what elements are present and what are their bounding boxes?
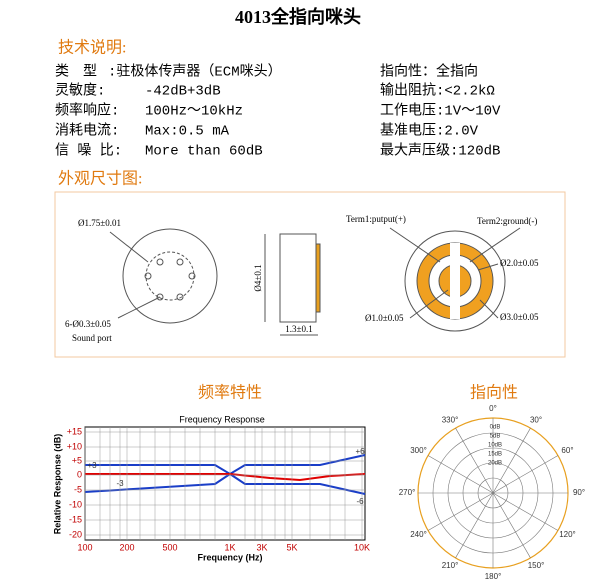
side-view (264, 233, 321, 336)
spec-row: 基准电压:2.0V (380, 122, 479, 140)
y-tick-label: -20 (69, 529, 82, 539)
x-tick-label: 3K (256, 542, 267, 552)
ring-label: 10dB (488, 443, 502, 449)
ring-label: 0dB (490, 425, 501, 431)
spec-heading: 技术说明: (58, 39, 126, 57)
y-tick-label: +5 (72, 455, 82, 465)
spec-row: 输出阻抗:<2.2kΩ (380, 83, 495, 100)
freq-x-label: Frequency (Hz) (197, 552, 262, 562)
spec-value: Max:0.5 mA (145, 124, 230, 140)
y-tick-label: +10 (67, 441, 82, 451)
angle-label: 330° (442, 415, 459, 424)
x-tick-label: 10K (354, 542, 370, 552)
spec-label: 灵敏度: (55, 83, 105, 100)
x-tick-label: 500 (162, 542, 177, 552)
dim-label: Ø4±0.1 (253, 264, 263, 291)
angle-label: 120° (559, 530, 576, 539)
spec-value: More than 60dB (145, 144, 263, 160)
dim-label: Ø3.0±0.05 (500, 312, 539, 322)
freq-heading: 频率特性 (198, 384, 262, 402)
polar-spoke (455, 427, 494, 494)
ring-label: 5dB (490, 434, 501, 440)
spec-label: 类 型 (55, 64, 97, 81)
angle-label: 210° (442, 561, 459, 570)
front-view (109, 228, 218, 324)
x-tick-label: 1K (224, 542, 235, 552)
dim-label: Ø1.0±0.05 (365, 313, 404, 323)
dim-label: 6-Ø0.3±0.05 (65, 319, 111, 329)
y-tick-label: -5 (74, 484, 82, 494)
y-tick-label: -15 (69, 514, 82, 524)
angle-label: 90° (573, 488, 585, 497)
direct-heading: 指向性 (470, 384, 518, 402)
dim-label: Ø2.0±0.05 (500, 258, 539, 268)
annotation: -6 (356, 497, 364, 506)
outline-heading: 外观尺寸图: (58, 170, 142, 188)
spec-label: 消耗电流: (55, 123, 119, 140)
angle-label: 240° (410, 530, 427, 539)
spec-label: 频率响应: (55, 102, 119, 120)
freq-y-label: Relative Response (dB) (52, 434, 62, 535)
angle-label: 270° (399, 488, 416, 497)
y-tick-label: 0 (77, 469, 82, 479)
angle-label: 60° (561, 446, 573, 455)
polar-spoke (492, 492, 531, 559)
spec-row: 指向性：全指向 (380, 63, 478, 81)
angle-label: 30° (530, 415, 542, 424)
x-tick-label: 100 (77, 542, 92, 552)
x-tick-label: 5K (286, 542, 297, 552)
spec-value: -42dB+3dB (145, 84, 221, 100)
y-tick-label: +15 (67, 426, 82, 436)
spec-label: 信 噪 比: (55, 143, 122, 160)
outline-box (54, 191, 566, 358)
angle-label: 300° (410, 446, 427, 455)
polar-spoke (455, 492, 494, 559)
annotation: -3 (116, 479, 124, 488)
angle-label: 150° (528, 561, 545, 570)
annotation: +3 (87, 461, 97, 470)
spec-row: 工作电压:1V～10V (380, 103, 501, 120)
ring-label: 15dB (488, 452, 502, 458)
dim-label: 1.3±0.1 (285, 324, 312, 334)
spec-value: :驻极体传声器（ECM咪头） (108, 64, 282, 81)
spec-value: 100Hz～10kHz (145, 104, 243, 120)
y-tick-label: -10 (69, 499, 82, 509)
title: 4013全指向咪头 (235, 6, 361, 27)
ring-label: 20dB (488, 461, 502, 467)
freq-title: Frequency Response (179, 414, 265, 424)
dim-label: Term2:ground(-) (477, 216, 537, 226)
polar-spoke (492, 492, 559, 531)
polar-spoke (427, 455, 494, 494)
spec-row: 最大声压级:120dB (380, 143, 500, 160)
polar-spoke (492, 455, 559, 494)
polar-spoke (427, 492, 494, 531)
dim-label: Ø1.75±0.01 (78, 218, 121, 228)
angle-label: 180° (485, 572, 502, 581)
annotation: +6 (355, 447, 365, 456)
dim-label: Term1:putput(+) (346, 214, 406, 224)
x-tick-label: 200 (119, 542, 134, 552)
polar-spoke (492, 427, 531, 494)
dim-label: Sound port (72, 333, 112, 343)
angle-label: 0° (489, 404, 497, 413)
back-view (389, 227, 521, 332)
